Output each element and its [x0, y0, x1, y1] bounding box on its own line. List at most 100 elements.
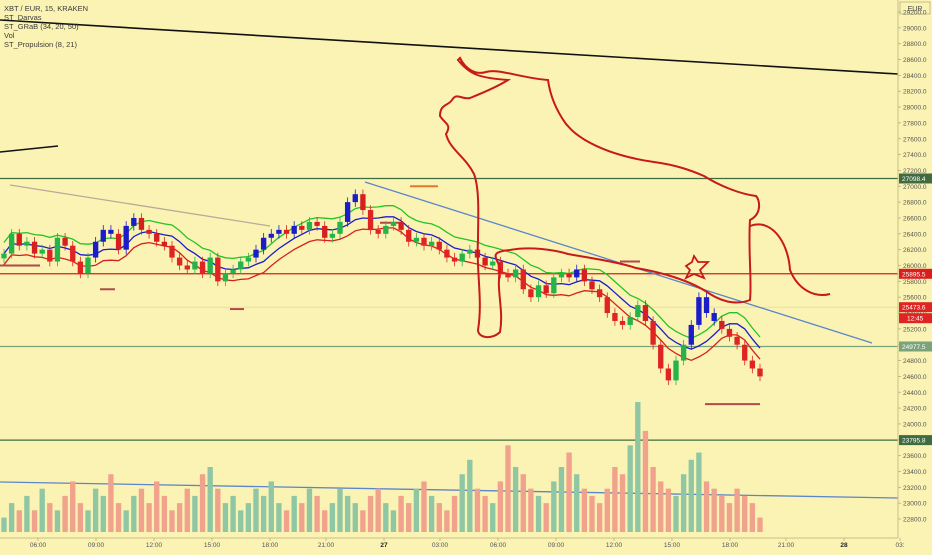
x-tick-label: 15:00 [204, 542, 221, 549]
candle-body [459, 253, 465, 262]
candle-body [444, 249, 450, 258]
candle-body [131, 217, 137, 226]
lower-band-line [3, 227, 761, 362]
volume-bar [574, 474, 580, 532]
volume-bar [665, 488, 672, 532]
indicator-darvas[interactable]: ST_Darvas [4, 13, 42, 22]
volume-bar [467, 459, 473, 532]
x-tick-label: 06:00 [490, 542, 507, 549]
y-tick-label: 24400.0 [903, 390, 927, 397]
candle-body [711, 313, 717, 321]
y-tick-label: 26400.0 [903, 231, 927, 238]
volume-bar [161, 495, 168, 532]
candle-body [337, 221, 343, 234]
volume-bar [413, 488, 420, 532]
volume-bar [428, 495, 435, 532]
candles [1, 189, 763, 386]
candle-body [215, 257, 221, 282]
current-price-tag [899, 302, 932, 313]
grid [0, 19, 899, 499]
candle-body [535, 285, 542, 298]
bull-drawing [438, 56, 831, 338]
indicator-propulsion[interactable]: ST_Propulsion (8, 21) [4, 40, 77, 49]
volume-bar [505, 445, 511, 532]
candle-body [596, 289, 603, 298]
volume-bar [108, 474, 114, 532]
candle-body [619, 320, 626, 325]
candle-body [482, 257, 488, 266]
volume-bar [367, 495, 374, 532]
candle-body [230, 269, 236, 274]
volume-bar [635, 402, 641, 532]
volume-bar [260, 495, 267, 532]
x-tick-label: 21:00 [778, 542, 795, 549]
y-tick-label: 26000.0 [903, 263, 927, 270]
candle-body [635, 305, 641, 317]
volume-bar [512, 467, 519, 532]
candle-body [70, 245, 76, 262]
indicator-grab[interactable]: ST_GRaB (34, 20, 50) [4, 22, 79, 31]
candle-body [383, 225, 389, 234]
price-level-label: 25895.5 [902, 271, 926, 278]
volume-bar [245, 503, 252, 532]
candle-body [238, 261, 244, 270]
candle-body [505, 273, 511, 278]
x-tick-label: 27 [380, 542, 388, 549]
legend: XBT / EUR, 15, KRAKEN ST_Darvas ST_GRaB … [4, 4, 88, 49]
candle-body [322, 225, 328, 238]
volume-bar [497, 481, 504, 532]
y-tick-label: 28800.0 [903, 41, 927, 48]
candle-body [589, 281, 595, 290]
volume-bar [115, 503, 122, 532]
volume-bar [383, 503, 389, 532]
candle-body [413, 237, 420, 242]
price-level-tag [899, 268, 932, 279]
candle-body [123, 225, 129, 250]
volume-bar [726, 503, 733, 532]
volume-bar [543, 503, 549, 532]
candle-body [8, 233, 15, 254]
middle-band-line [3, 216, 761, 350]
volume-bar [360, 510, 366, 532]
candle-body [360, 194, 366, 211]
volume-bar [154, 481, 160, 532]
time-axis: 06:00 09:00 12:00 15:00 18:00 21:00 27 03:00 06:… [0, 537, 905, 549]
candle-body [490, 261, 496, 266]
candle-body [77, 261, 84, 274]
volume-bar [627, 445, 633, 532]
candle-body [451, 257, 458, 262]
indicator-vol[interactable]: Vol [4, 31, 15, 40]
price-level-label: 23795.8 [902, 438, 926, 445]
candle-body [566, 273, 572, 278]
volume-bar [451, 495, 458, 532]
price-level-label: 24977.5 [902, 344, 926, 351]
candle-body [467, 249, 473, 254]
volume-bar [344, 495, 351, 532]
y-tick-label: 25800.0 [903, 279, 927, 286]
volume-bar [520, 474, 526, 532]
candle-body [184, 265, 190, 270]
y-tick-label: 26200.0 [903, 247, 927, 254]
symbol-title[interactable]: XBT / EUR, 15, KRAKEN [4, 4, 89, 13]
candle-body [207, 257, 213, 274]
volume-bar [176, 503, 183, 532]
volume-bar [70, 481, 76, 532]
candle-body [558, 273, 565, 278]
volume-bar [719, 495, 725, 532]
currency-box [899, 1, 931, 15]
volume-bar [703, 481, 710, 532]
candle-body [688, 324, 694, 345]
candle-body [245, 257, 252, 262]
volume-bar [680, 474, 687, 532]
volume-bar [558, 467, 565, 532]
volume-bar [390, 510, 397, 532]
grey-trendline [9, 184, 271, 227]
volume-bar [436, 503, 442, 532]
candle-body [108, 229, 114, 234]
candle-body [757, 368, 763, 377]
y-tick-label: 22800.0 [903, 517, 927, 524]
y-tick-label: 28200.0 [903, 89, 927, 96]
volume-bar [757, 517, 763, 532]
